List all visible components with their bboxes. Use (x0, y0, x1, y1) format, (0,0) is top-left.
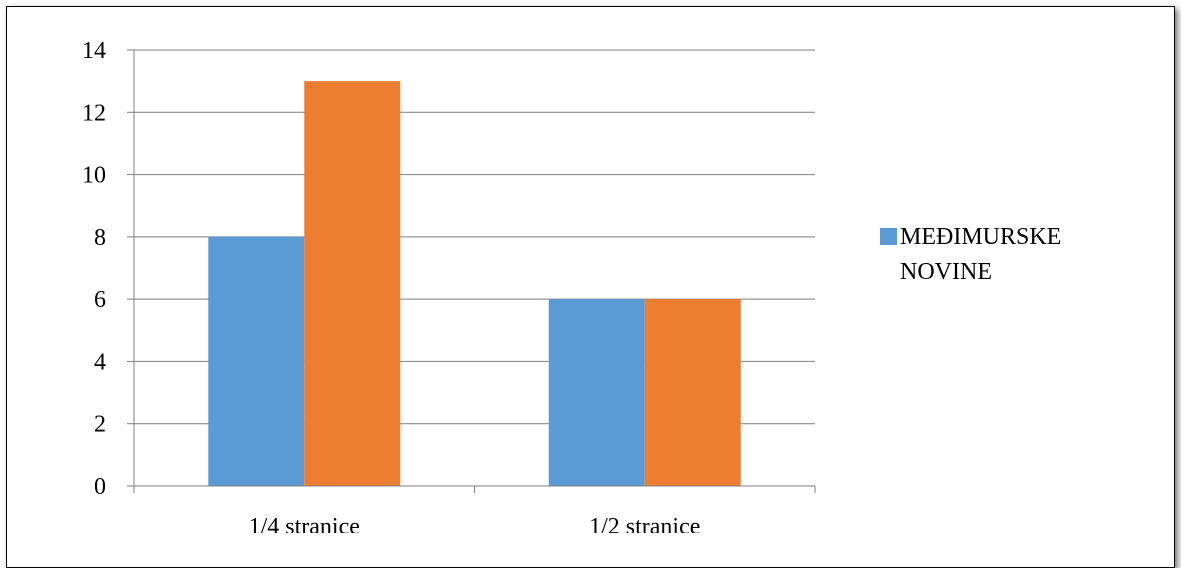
y-tick-label: 10 (82, 163, 106, 189)
y-tick-label: 2 (94, 412, 106, 438)
y-tick-label: 6 (94, 287, 106, 313)
bar-series-1-2 (548, 299, 645, 486)
legend-swatch-series-1 (880, 228, 897, 245)
legend-label-series-1: MEĐIMURSKE NOVINE (900, 224, 1062, 285)
bar-series-1-1 (208, 236, 305, 486)
y-tick-label: 0 (94, 474, 106, 500)
y-tick-label: 14 (82, 38, 106, 64)
bar-series-2-1 (304, 81, 401, 487)
bar-chart: 0 2 4 6 8 10 12 14 1/4 stranice 1/2 stranice (82, 38, 816, 533)
y-tick-label: 4 (94, 349, 106, 375)
x-tick-label: 1/2 stranice (589, 514, 700, 533)
y-tick-label: 12 (82, 100, 106, 126)
y-tick-label: 8 (94, 225, 106, 251)
x-tick-label: 1/4 stranice (249, 514, 360, 533)
bar-series-2-2 (644, 299, 741, 486)
bars (208, 81, 741, 487)
legend: MEĐIMURSKE NOVINE (880, 224, 1100, 290)
axes: 0 2 4 6 8 10 12 14 1/4 stranice 1/2 stranice (82, 38, 816, 533)
